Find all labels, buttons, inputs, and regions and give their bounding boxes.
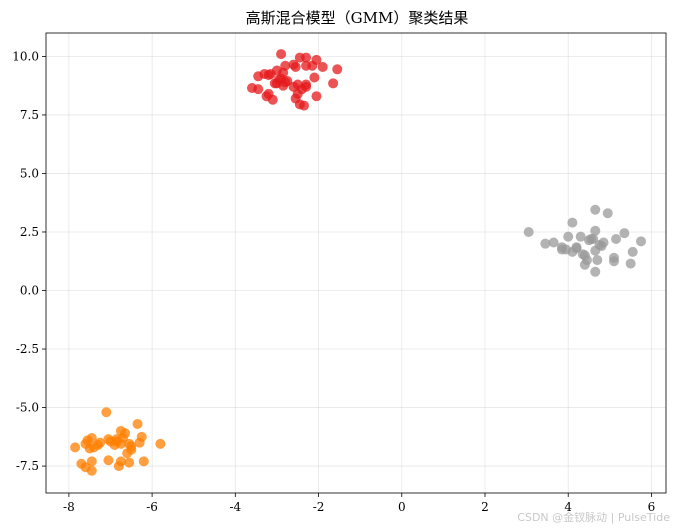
y-tick-label: -7.5 bbox=[16, 459, 39, 473]
data-points bbox=[70, 49, 647, 476]
data-point bbox=[590, 266, 601, 277]
watermark: CSDN @金钗脉动 | PulseTide bbox=[517, 511, 670, 524]
data-point bbox=[132, 418, 143, 429]
data-point bbox=[290, 61, 301, 72]
x-tick-label: -8 bbox=[63, 500, 75, 514]
data-point bbox=[86, 432, 97, 443]
y-tick-label: 7.5 bbox=[20, 108, 39, 122]
data-point bbox=[298, 100, 309, 111]
axis-ticks: -8 -6 -4 -2 0 2 4 6 -7.5 -5.0 -2.5 0.0 2.5 5.0 7.5 10.0 bbox=[12, 49, 655, 514]
data-point bbox=[608, 256, 619, 267]
data-point bbox=[579, 259, 590, 270]
data-point bbox=[276, 73, 287, 84]
data-point bbox=[590, 204, 601, 215]
data-point bbox=[122, 448, 133, 459]
data-point bbox=[70, 442, 81, 453]
data-point bbox=[113, 461, 124, 472]
data-point bbox=[86, 456, 97, 467]
data-point bbox=[155, 438, 166, 449]
data-point bbox=[575, 231, 586, 242]
chart-title: 高斯混合模型（GMM）聚类结果 bbox=[246, 9, 469, 27]
data-point bbox=[328, 78, 339, 89]
data-point bbox=[309, 72, 320, 83]
data-point bbox=[602, 208, 613, 219]
y-tick-label: -5.0 bbox=[16, 401, 39, 415]
data-point bbox=[523, 226, 534, 237]
data-point bbox=[567, 217, 578, 228]
y-tick-label: -2.5 bbox=[16, 342, 39, 356]
y-tick-label: 0.0 bbox=[20, 284, 39, 298]
data-point bbox=[84, 443, 95, 454]
data-point bbox=[301, 52, 312, 63]
x-tick-label: 6 bbox=[648, 500, 656, 514]
cluster-1 bbox=[523, 204, 647, 277]
x-tick-label: -6 bbox=[146, 500, 158, 514]
data-point bbox=[276, 49, 287, 60]
data-point bbox=[138, 456, 149, 467]
y-tick-label: 10.0 bbox=[12, 49, 39, 63]
data-point bbox=[548, 237, 559, 248]
data-point bbox=[332, 64, 343, 75]
data-point bbox=[253, 84, 264, 95]
data-point bbox=[636, 236, 647, 247]
grid bbox=[46, 33, 666, 493]
data-point bbox=[311, 91, 322, 102]
data-point bbox=[101, 407, 112, 418]
y-tick-label: 5.0 bbox=[20, 166, 39, 180]
data-point bbox=[253, 71, 264, 82]
data-point bbox=[86, 465, 97, 476]
data-point bbox=[588, 234, 599, 245]
data-point bbox=[627, 246, 638, 257]
data-point bbox=[540, 238, 551, 249]
x-tick-label: -4 bbox=[229, 500, 241, 514]
cluster-2 bbox=[70, 407, 166, 476]
data-point bbox=[625, 258, 636, 269]
data-point bbox=[596, 241, 607, 252]
x-tick-label: 2 bbox=[481, 500, 489, 514]
data-point bbox=[619, 228, 630, 239]
x-tick-label: 0 bbox=[398, 500, 406, 514]
data-point bbox=[124, 457, 135, 468]
data-point bbox=[561, 244, 572, 255]
data-point bbox=[611, 234, 622, 245]
data-point bbox=[134, 437, 145, 448]
data-point bbox=[563, 231, 574, 242]
x-tick-label: 4 bbox=[564, 500, 572, 514]
x-tick-label: -2 bbox=[313, 500, 325, 514]
axes-frame bbox=[45, 32, 667, 494]
data-point bbox=[317, 61, 328, 72]
data-point bbox=[263, 70, 274, 81]
data-point bbox=[592, 255, 603, 266]
data-point bbox=[577, 249, 588, 260]
y-tick-label: 2.5 bbox=[20, 225, 39, 239]
data-point bbox=[571, 242, 582, 253]
data-point bbox=[267, 94, 278, 105]
data-point bbox=[301, 60, 312, 71]
data-point bbox=[301, 81, 312, 92]
data-point bbox=[93, 440, 104, 451]
data-point bbox=[109, 440, 120, 451]
cluster-0 bbox=[246, 49, 343, 111]
data-point bbox=[103, 455, 114, 466]
data-point bbox=[590, 225, 601, 236]
